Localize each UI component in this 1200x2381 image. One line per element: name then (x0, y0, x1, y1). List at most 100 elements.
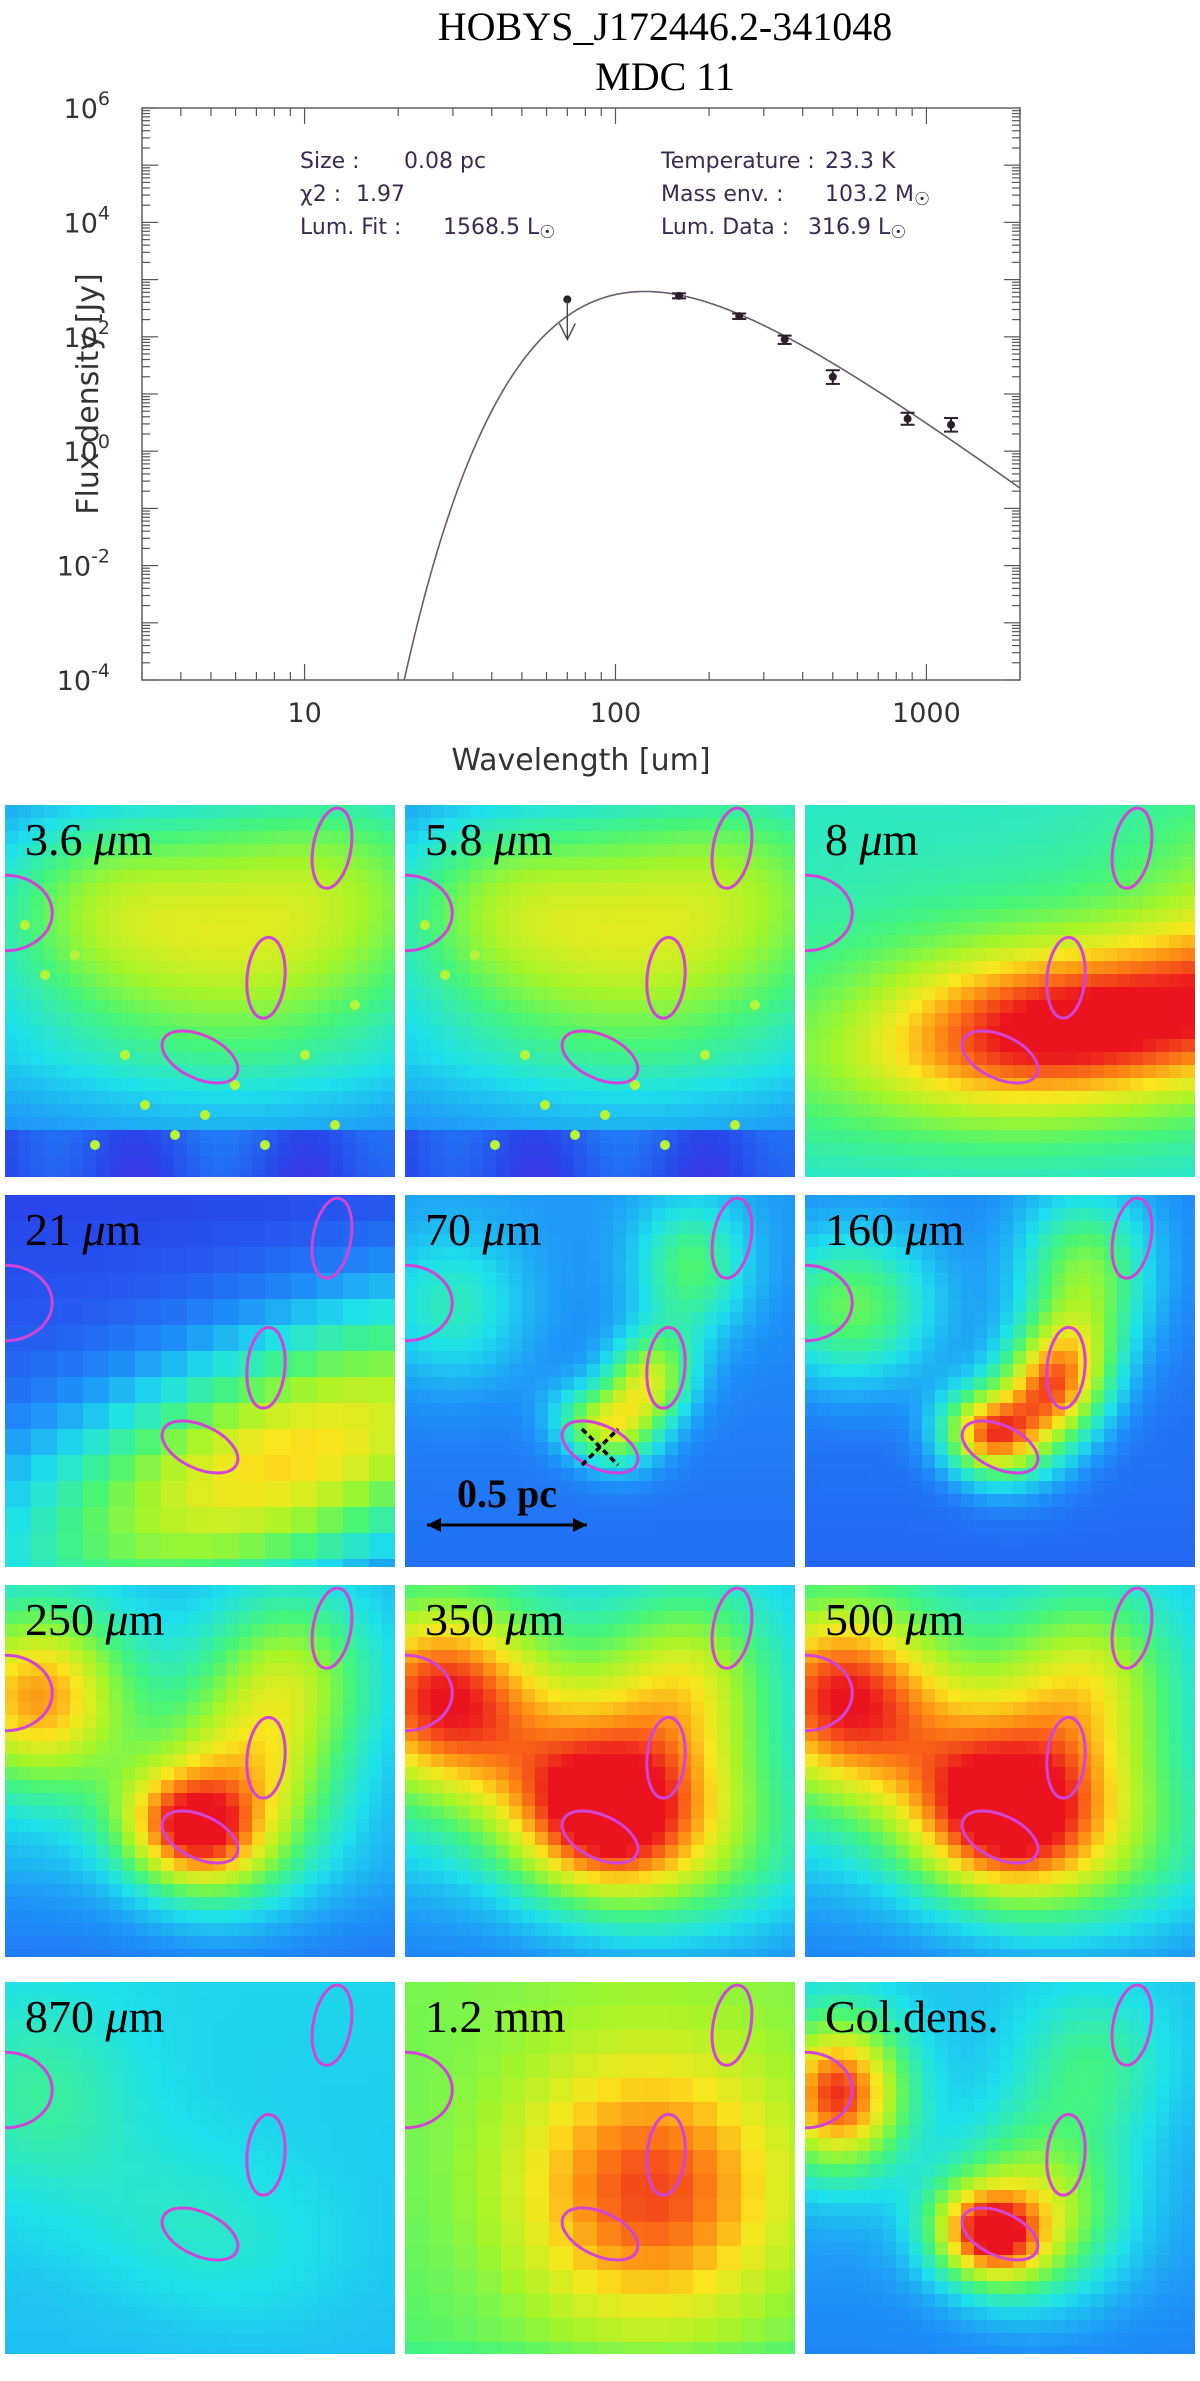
map-pixel (974, 974, 988, 988)
map-pixel (909, 857, 923, 871)
map-pixel (805, 1416, 819, 1430)
map-pixel (161, 935, 175, 949)
map-pixel (278, 1104, 292, 1118)
map-pixel (431, 1143, 445, 1157)
map-pixel (5, 1221, 32, 1248)
map-pixel (831, 831, 845, 845)
map-pixel (805, 1052, 819, 1066)
map-pixel (509, 1364, 523, 1378)
map-pixel (470, 987, 484, 1001)
map-pixel (304, 987, 318, 1001)
map-pixel (948, 935, 962, 949)
map-pixel (1182, 1390, 1195, 1404)
map-pixel (987, 1273, 1001, 1287)
map-pixel (1182, 1377, 1195, 1391)
map-pixel (496, 1494, 510, 1508)
map-pixel (148, 1013, 162, 1027)
map-pixel (57, 1104, 71, 1118)
map-pixel (148, 831, 162, 845)
map-pixel (909, 1377, 923, 1391)
map-pixel (574, 857, 588, 871)
map-pixel (304, 1078, 318, 1092)
map-pixel (509, 1130, 523, 1144)
map-pixel (1013, 974, 1027, 988)
map-pixel (1013, 1533, 1027, 1547)
map-pixel (470, 1221, 484, 1235)
map-pixel (70, 831, 84, 845)
map-pixel (626, 1091, 640, 1105)
map-pixel (343, 1507, 370, 1534)
map-pixel (382, 1013, 395, 1027)
map-pixel (405, 1299, 419, 1313)
map-pixel (213, 1559, 240, 1567)
map-pixel (1143, 1078, 1157, 1092)
map-pixel (896, 818, 910, 832)
map-pixel (265, 1130, 279, 1144)
map-pixel (70, 1026, 84, 1040)
map-pixel (1026, 818, 1040, 832)
map-pixel (678, 1247, 692, 1261)
map-pixel (600, 1169, 614, 1177)
map-pixel (909, 1039, 923, 1053)
map-pixel (548, 1494, 562, 1508)
map-pixel (265, 1221, 292, 1248)
map-pixel (909, 922, 923, 936)
map-pixel (470, 1195, 484, 1209)
map-pixel (1013, 1273, 1027, 1287)
map-pixel (1026, 883, 1040, 897)
map-pixel (652, 1442, 666, 1456)
map-pixel (239, 818, 253, 832)
map-pixel (83, 844, 97, 858)
map-pixel (1091, 1494, 1105, 1508)
map-pixel (470, 883, 484, 897)
map-pixel (857, 831, 871, 845)
map-pixel (1013, 1299, 1027, 1313)
map-pixel (974, 1338, 988, 1352)
map-pixel (704, 1364, 718, 1378)
map-pixel (405, 1429, 419, 1443)
map-pixel (805, 1039, 819, 1053)
map-pixel (535, 1351, 549, 1365)
map-pixel (805, 831, 819, 845)
map-pixel (600, 987, 614, 1001)
map-pixel (1039, 818, 1053, 832)
map-pixel (431, 1052, 445, 1066)
map-pixel (896, 961, 910, 975)
map-pixel (743, 1156, 757, 1170)
map-pixel (805, 1403, 819, 1417)
map-pixel (818, 1065, 832, 1079)
map-pixel (652, 1364, 666, 1378)
map-pixel (548, 1195, 562, 1209)
map-pixel (1078, 1403, 1092, 1417)
map-pixel (457, 922, 471, 936)
map-pixel (587, 1039, 601, 1053)
map-pixel (369, 987, 383, 1001)
map-pixel (522, 1130, 536, 1144)
map-pixel (109, 948, 123, 962)
map-pixel (626, 1312, 640, 1326)
map-pixel (769, 1429, 783, 1443)
map-pixel (496, 1416, 510, 1430)
panel-label-unit-suffix: m (505, 1204, 542, 1255)
map-pixel (818, 1520, 832, 1534)
map-pixel (405, 1312, 419, 1326)
map-pixel (109, 1000, 123, 1014)
map-pixel (470, 1169, 484, 1177)
map-pixel (483, 1000, 497, 1014)
map-pixel (1052, 1130, 1066, 1144)
map-pixel (574, 1143, 588, 1157)
map-pixel (613, 1273, 627, 1287)
map-pixel (161, 1000, 175, 1014)
map-pixel (252, 1156, 266, 1170)
map-pixel (444, 1039, 458, 1053)
map-pixel (1091, 1377, 1105, 1391)
map-pixel (626, 1273, 640, 1287)
map-pixel (1130, 1156, 1144, 1170)
map-pixel (44, 883, 58, 897)
map-pixel (457, 974, 471, 988)
map-pixel (831, 1377, 845, 1391)
map-pixel (496, 1481, 510, 1495)
map-pixel (831, 1533, 845, 1547)
map-pixel (1078, 857, 1092, 871)
map-pixel (665, 1117, 679, 1131)
